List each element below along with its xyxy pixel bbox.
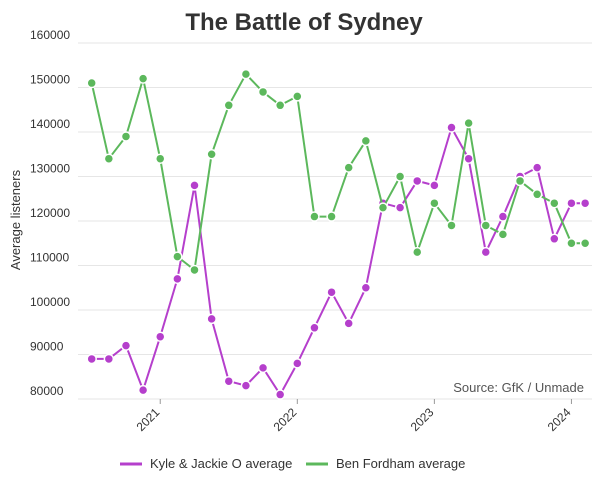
data-point bbox=[343, 162, 354, 173]
data-point bbox=[497, 229, 509, 240]
data-point bbox=[514, 175, 526, 187]
data-point bbox=[446, 122, 457, 133]
data-point bbox=[274, 100, 286, 111]
data-point bbox=[463, 117, 474, 129]
data-point bbox=[257, 362, 269, 374]
chart-title: The Battle of Sydney bbox=[185, 9, 423, 36]
data-point bbox=[86, 353, 97, 365]
data-point bbox=[309, 211, 320, 222]
legend-label: Kyle & Jackie O average bbox=[150, 456, 292, 471]
x-tick-label: 2023 bbox=[408, 405, 437, 434]
data-point bbox=[274, 389, 286, 400]
data-point bbox=[223, 375, 235, 387]
x-axis-ticks: 2021 2022 2023 2024 bbox=[134, 399, 574, 434]
legend-item-1[interactable]: Ben Fordham average bbox=[306, 456, 465, 471]
legend-item-0[interactable]: Kyle & Jackie O average bbox=[120, 456, 292, 471]
data-point bbox=[137, 73, 149, 84]
y-tick-label: 120000 bbox=[30, 206, 70, 220]
data-point bbox=[531, 189, 543, 200]
y-tick-label: 110000 bbox=[30, 251, 69, 265]
source-note: Source: GfK / Unmade bbox=[453, 380, 584, 395]
data-point bbox=[257, 86, 269, 98]
data-point bbox=[103, 153, 115, 164]
data-point bbox=[103, 353, 115, 365]
data-point bbox=[154, 153, 166, 164]
y-tick-label: 150000 bbox=[30, 73, 70, 87]
data-point bbox=[120, 131, 132, 142]
data-point bbox=[240, 380, 252, 391]
data-point bbox=[360, 282, 372, 293]
y-axis-label: Average listeners bbox=[8, 169, 23, 270]
data-point bbox=[240, 68, 252, 80]
data-point bbox=[86, 77, 97, 89]
data-point bbox=[189, 264, 200, 276]
y-tick-label: 140000 bbox=[30, 117, 70, 131]
gridlines bbox=[78, 42, 592, 400]
data-point bbox=[120, 340, 132, 351]
data-point bbox=[480, 220, 492, 231]
data-point bbox=[411, 175, 423, 187]
data-point bbox=[549, 233, 560, 245]
data-point bbox=[566, 238, 577, 249]
data-point bbox=[579, 197, 591, 209]
x-tick-label: 2021 bbox=[134, 405, 163, 434]
data-point bbox=[579, 238, 591, 249]
x-tick-label: 2024 bbox=[545, 405, 574, 434]
series-layer bbox=[86, 68, 591, 400]
y-tick-label: 100000 bbox=[30, 295, 70, 309]
data-point bbox=[411, 246, 423, 258]
y-tick-label: 160000 bbox=[30, 28, 70, 42]
data-point bbox=[292, 91, 303, 102]
data-point bbox=[326, 211, 337, 222]
data-point bbox=[446, 220, 457, 231]
data-point bbox=[531, 162, 543, 173]
data-point bbox=[223, 100, 235, 111]
data-point bbox=[326, 286, 337, 298]
series-0 bbox=[86, 122, 591, 400]
y-tick-label: 90000 bbox=[30, 340, 64, 354]
data-point bbox=[429, 180, 440, 191]
data-point bbox=[172, 273, 183, 285]
data-point bbox=[137, 384, 149, 396]
data-point bbox=[309, 322, 320, 334]
data-point bbox=[377, 202, 389, 213]
series-line bbox=[91, 126, 586, 396]
legend: Kyle & Jackie O average Ben Fordham avera… bbox=[120, 456, 465, 471]
data-point bbox=[206, 313, 217, 325]
data-point bbox=[154, 331, 166, 342]
y-tick-label: 80000 bbox=[30, 384, 64, 398]
series-line bbox=[90, 73, 586, 271]
data-point bbox=[429, 197, 440, 209]
legend-label: Ben Fordham average bbox=[336, 456, 465, 471]
data-point bbox=[566, 197, 577, 209]
data-point bbox=[172, 251, 183, 262]
data-point bbox=[206, 149, 217, 160]
y-tick-label: 130000 bbox=[30, 162, 70, 176]
series-1 bbox=[86, 68, 591, 276]
data-point bbox=[360, 135, 372, 147]
data-point bbox=[497, 211, 509, 222]
data-point bbox=[189, 180, 200, 191]
data-point bbox=[549, 197, 560, 209]
data-point bbox=[394, 202, 406, 213]
data-point bbox=[480, 246, 492, 258]
data-point bbox=[292, 358, 303, 369]
data-point bbox=[394, 171, 406, 182]
data-point bbox=[343, 318, 354, 329]
data-point bbox=[463, 153, 474, 164]
y-axis-ticks: 80000 90000 100000 110000 120000 130000 140000… bbox=[30, 28, 70, 398]
x-tick-label: 2022 bbox=[271, 405, 300, 434]
